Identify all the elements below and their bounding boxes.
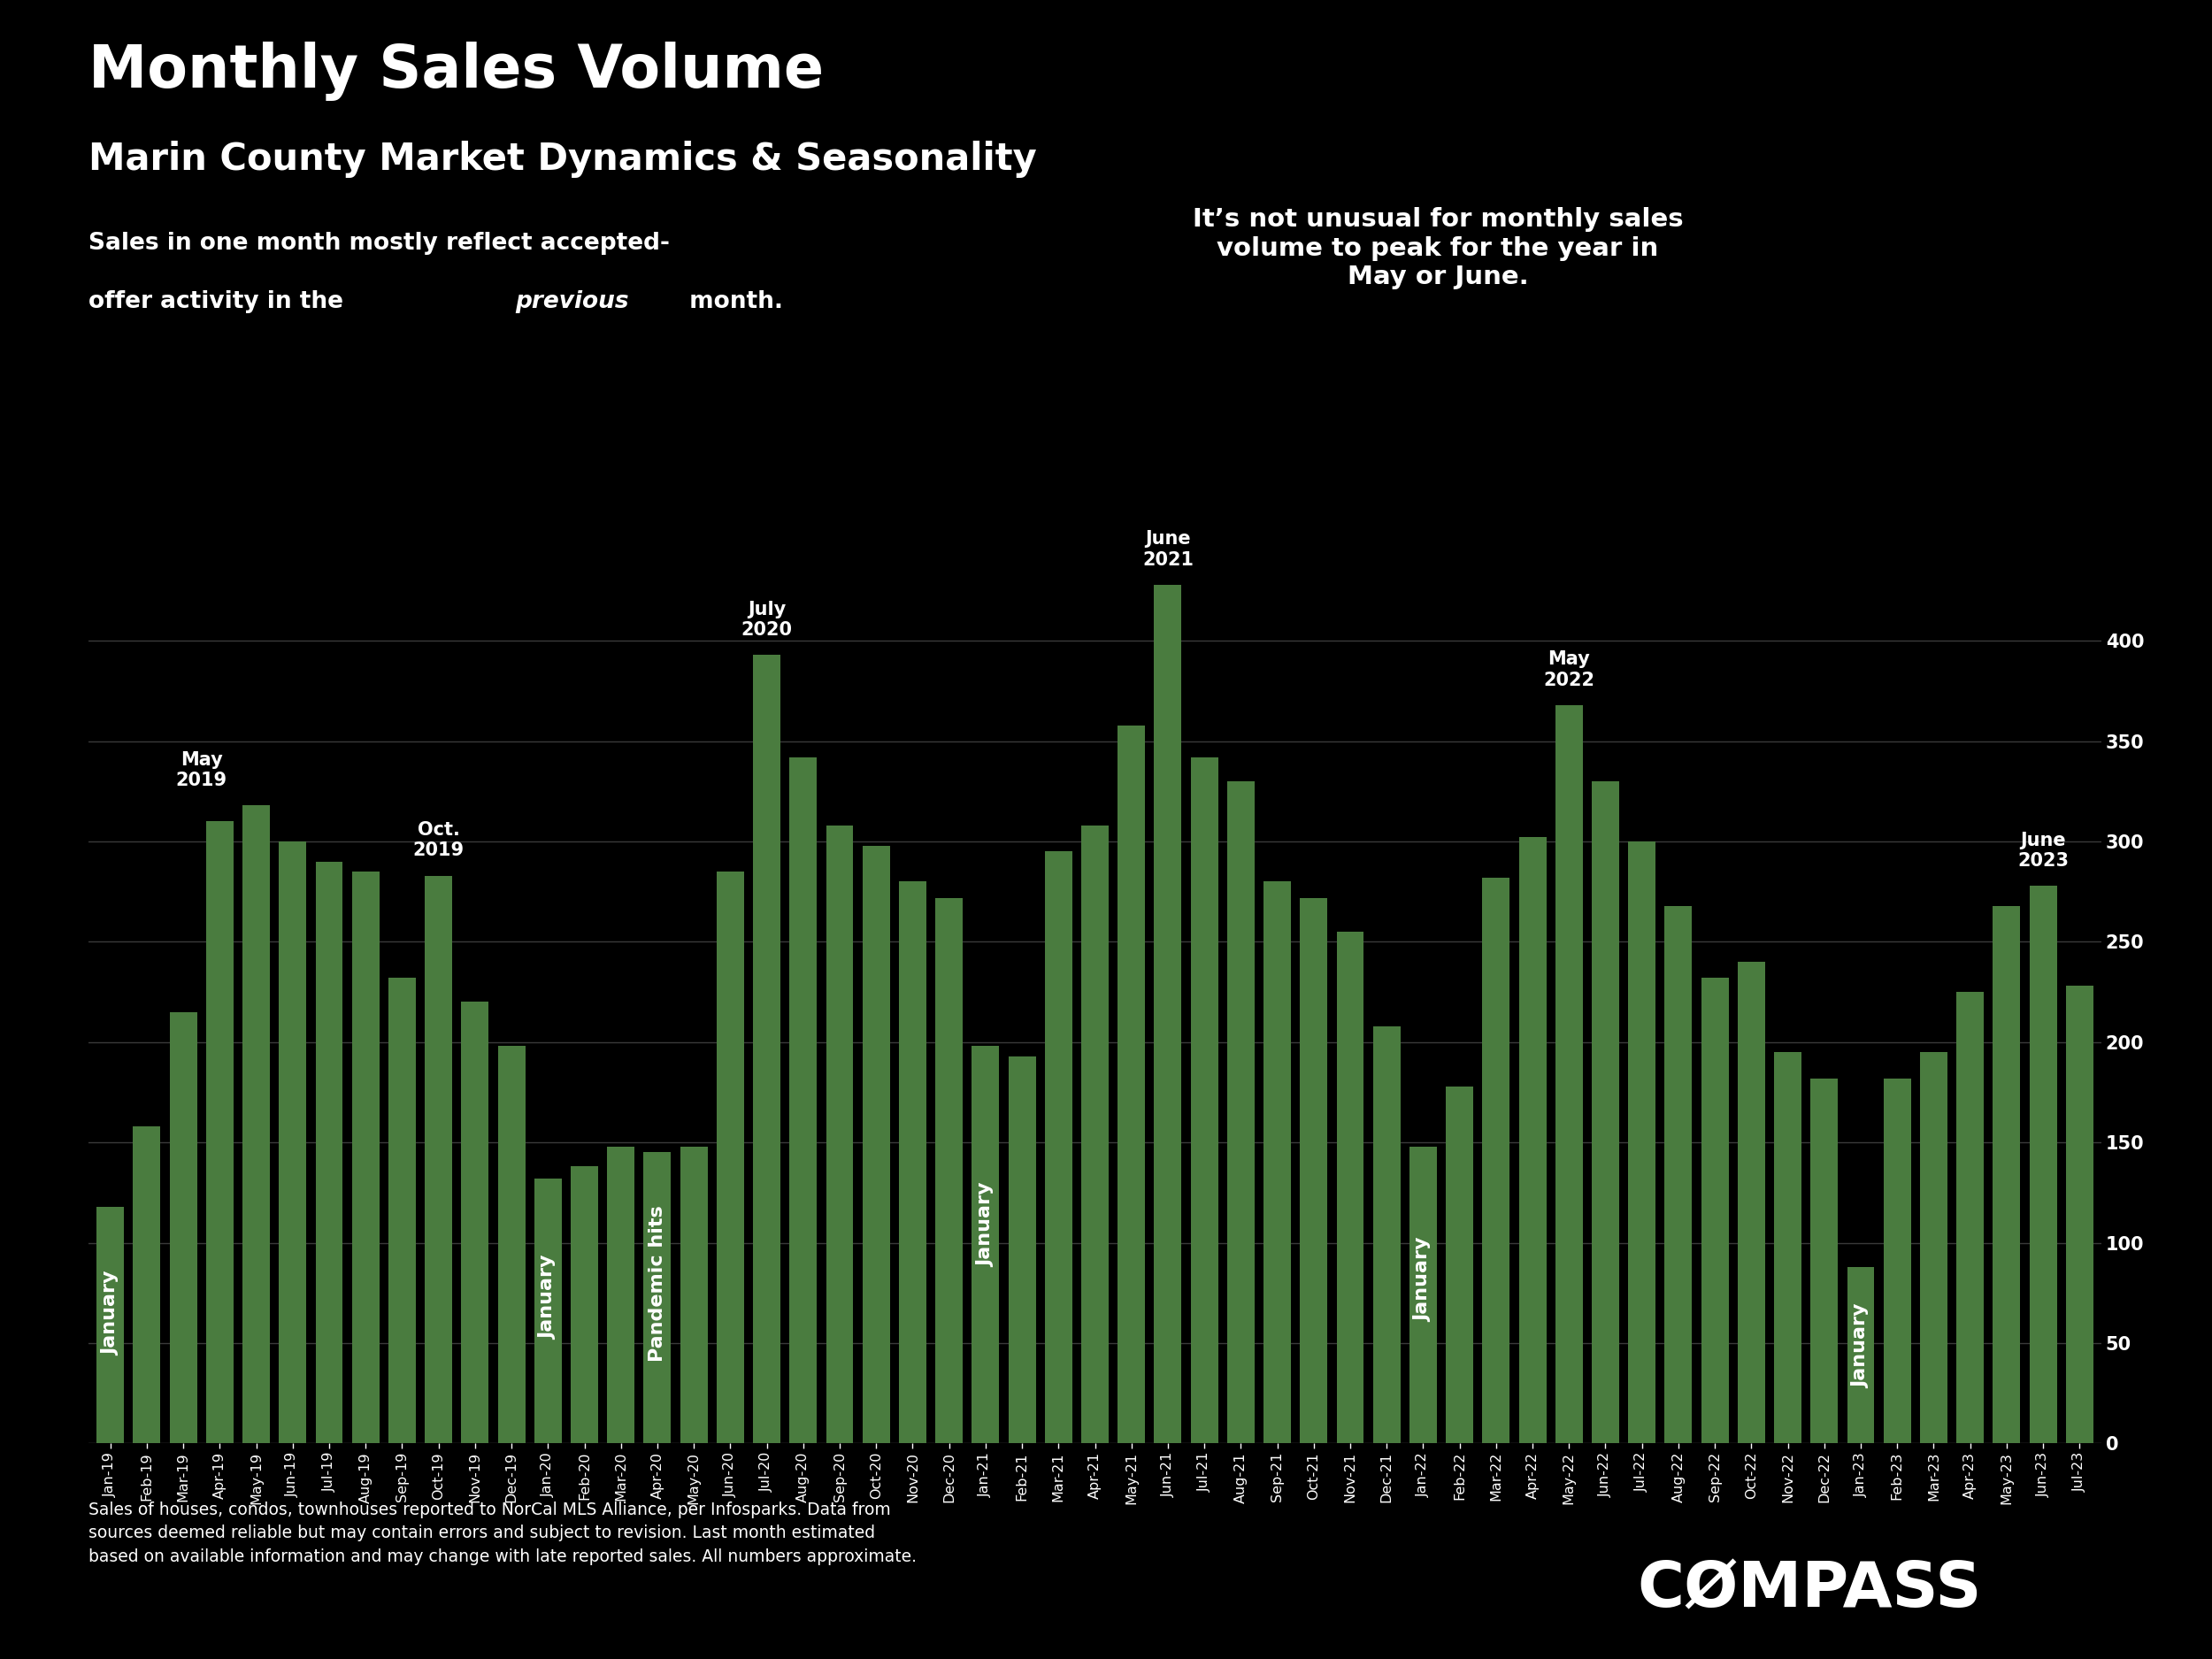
Bar <box>1263 881 1292 1443</box>
Bar <box>2066 985 2093 1443</box>
Bar <box>936 898 962 1443</box>
Bar <box>1993 906 2020 1443</box>
Bar <box>1593 781 1619 1443</box>
Bar <box>1847 1267 1874 1443</box>
Bar <box>1812 1078 1838 1443</box>
Bar <box>1520 838 1546 1443</box>
Bar <box>679 1146 708 1443</box>
Text: month.: month. <box>681 290 783 314</box>
Bar <box>1409 1146 1438 1443</box>
Bar <box>170 1012 197 1443</box>
Bar <box>1374 1025 1400 1443</box>
Text: Marin County Market Dynamics & Seasonality: Marin County Market Dynamics & Seasonali… <box>88 141 1037 178</box>
Bar <box>1009 1057 1035 1443</box>
Bar <box>1920 1052 1947 1443</box>
Bar <box>1739 962 1765 1443</box>
Bar <box>644 1153 670 1443</box>
Bar <box>1628 841 1655 1443</box>
Bar <box>352 871 378 1443</box>
Bar <box>1447 1087 1473 1443</box>
Bar <box>1701 977 1728 1443</box>
Text: January: January <box>102 1271 119 1355</box>
Bar <box>206 821 234 1443</box>
Bar <box>1082 826 1108 1443</box>
Text: July
2020: July 2020 <box>741 601 792 639</box>
Text: previous: previous <box>515 290 628 314</box>
Text: Sales in one month mostly reflect accepted-: Sales in one month mostly reflect accept… <box>88 232 670 255</box>
Bar <box>1955 992 1984 1443</box>
Bar <box>1555 705 1582 1443</box>
Text: January: January <box>978 1183 995 1267</box>
Text: CØMPASS: CØMPASS <box>1637 1559 1982 1621</box>
Bar <box>1155 584 1181 1443</box>
Text: It’s not unusual for monthly sales
volume to peak for the year in
May or June.: It’s not unusual for monthly sales volum… <box>1192 207 1683 289</box>
Bar <box>1882 1078 1911 1443</box>
Bar <box>389 977 416 1443</box>
Text: January: January <box>1413 1238 1431 1322</box>
Bar <box>243 805 270 1443</box>
Bar <box>971 1047 1000 1443</box>
Text: Pandemic hits: Pandemic hits <box>648 1204 666 1362</box>
Bar <box>133 1126 161 1443</box>
Bar <box>1666 906 1692 1443</box>
Text: May
2019: May 2019 <box>175 752 228 790</box>
Bar <box>608 1146 635 1443</box>
Bar <box>825 826 854 1443</box>
Bar <box>316 861 343 1443</box>
Bar <box>752 655 781 1443</box>
Bar <box>1228 781 1254 1443</box>
Text: Sales of houses, condos, townhouses reported to NorCal MLS Alliance, per Infospa: Sales of houses, condos, townhouses repo… <box>88 1501 916 1564</box>
Text: June
2021: June 2021 <box>1141 531 1194 569</box>
Bar <box>571 1166 597 1443</box>
Bar <box>1336 932 1365 1443</box>
Bar <box>898 881 927 1443</box>
Bar <box>2028 886 2057 1443</box>
Text: January: January <box>540 1256 557 1340</box>
Bar <box>1190 757 1219 1443</box>
Bar <box>279 841 307 1443</box>
Bar <box>498 1047 524 1443</box>
Bar <box>717 871 743 1443</box>
Text: January: January <box>1851 1304 1869 1389</box>
Text: Oct.
2019: Oct. 2019 <box>414 821 465 859</box>
Bar <box>1044 851 1073 1443</box>
Text: June
2023: June 2023 <box>2017 831 2068 869</box>
Text: offer activity in the: offer activity in the <box>88 290 352 314</box>
Bar <box>863 846 889 1443</box>
Bar <box>425 876 451 1443</box>
Bar <box>1482 878 1511 1443</box>
Text: Monthly Sales Volume: Monthly Sales Volume <box>88 41 823 101</box>
Bar <box>1774 1052 1801 1443</box>
Bar <box>535 1178 562 1443</box>
Text: May
2022: May 2022 <box>1544 650 1595 688</box>
Bar <box>1117 725 1146 1443</box>
Bar <box>1301 898 1327 1443</box>
Bar <box>790 757 816 1443</box>
Bar <box>462 1002 489 1443</box>
Bar <box>97 1206 124 1443</box>
